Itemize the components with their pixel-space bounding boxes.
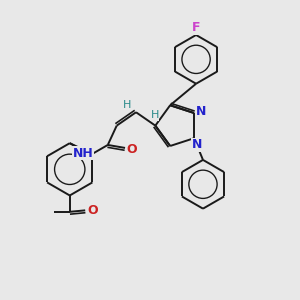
Text: H: H xyxy=(123,100,131,110)
Text: O: O xyxy=(87,204,98,217)
Text: H: H xyxy=(151,110,159,120)
Text: N: N xyxy=(195,105,206,118)
Text: NH: NH xyxy=(73,147,94,160)
Text: O: O xyxy=(127,142,137,156)
Text: F: F xyxy=(192,21,200,34)
Text: N: N xyxy=(192,138,202,151)
